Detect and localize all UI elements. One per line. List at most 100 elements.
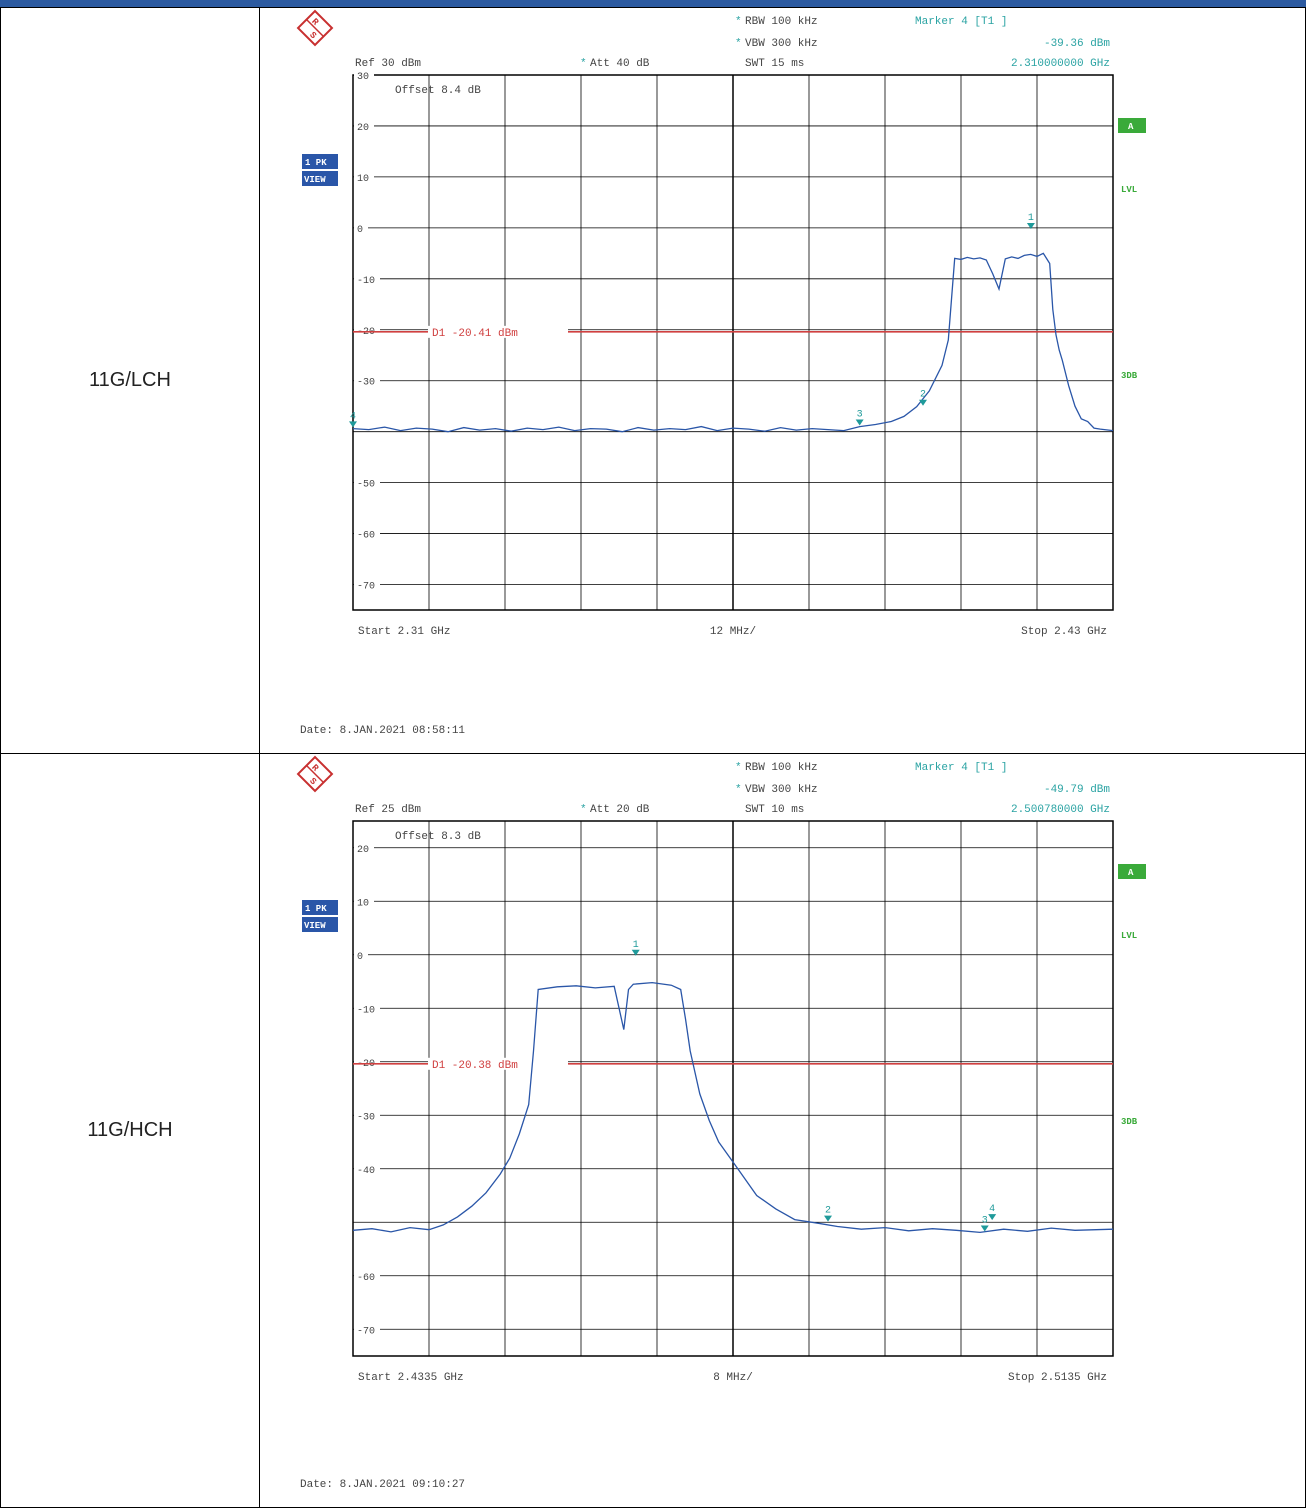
marker-number: 3 — [857, 410, 863, 421]
marker-triangle — [824, 1215, 832, 1222]
marker-triangle — [1026, 222, 1035, 229]
a-badge-text: A — [1128, 868, 1134, 878]
marker-number: 1 — [1028, 213, 1034, 224]
span-per-division-label: 8 MHz/ — [713, 1372, 753, 1384]
marker-number: 3 — [982, 1216, 988, 1227]
rbw-label: RBW 100 kHz — [745, 16, 818, 28]
lvl-label: LVL — [1121, 185, 1137, 195]
lvl-label: LVL — [1121, 931, 1137, 941]
logo-stroke — [305, 764, 325, 784]
vbw-star: * — [735, 38, 742, 50]
marker-number: 2 — [825, 1206, 831, 1217]
y-tick-label: -60 — [357, 531, 375, 542]
attenuation-label: Att 40 dB — [590, 58, 650, 70]
plot-cell-lch: R S * RBW 100 kHz * VBW 300 kHz SWT 15 ms Ref 3… — [259, 7, 1306, 754]
y-tick-label: 20 — [357, 845, 369, 856]
y-tick-label: -70 — [357, 582, 375, 593]
tick-label-bg — [354, 273, 380, 284]
spectrum-trace — [352, 252, 1114, 433]
tick-label-bg — [354, 1110, 380, 1121]
y-tick-label: 20 — [357, 123, 369, 134]
display-line-label-bg — [428, 325, 568, 338]
span-per-division-label: 12 MHz/ — [710, 626, 756, 638]
marker-info-level: -39.36 dBm — [1044, 38, 1110, 50]
spectrum-trace — [352, 981, 1114, 1234]
marker-triangle — [855, 419, 864, 426]
view-text: VIEW — [304, 175, 326, 185]
display-line-label: D1 -20.38 dBm — [432, 1060, 518, 1072]
tick-label-bg — [354, 70, 374, 80]
tick-label-bg — [354, 579, 380, 590]
y-tick-label: -60 — [357, 1273, 375, 1284]
tick-label-bg — [354, 1056, 380, 1067]
y-tick-label: -40 — [357, 1166, 375, 1177]
vbw-label: VBW 300 kHz — [745, 784, 818, 796]
y-tick-label: 10 — [357, 174, 369, 185]
att-star: * — [580, 58, 587, 70]
logo-letter-s: S — [307, 30, 318, 41]
y-tick-label: -30 — [357, 378, 375, 389]
attenuation-label: Att 20 dB — [590, 804, 650, 816]
trace-mode-text: 1 PK — [305, 158, 327, 168]
tick-label-bg — [354, 842, 374, 853]
tick-label-bg — [354, 528, 380, 539]
tick-label-bg — [354, 896, 374, 907]
trace-mode-text: 1 PK — [305, 904, 327, 914]
stop-frequency-label: Stop 2.43 GHz — [1021, 626, 1107, 638]
vbw-label: VBW 300 kHz — [745, 38, 818, 50]
vbw-star: * — [735, 784, 742, 796]
rs-logo-icon: RS — [296, 9, 334, 47]
marker-triangle — [631, 949, 640, 956]
ref-level-label: Ref 30 dBm — [355, 58, 421, 70]
marker-info-level: -49.79 dBm — [1044, 784, 1110, 796]
display-line-label: D1 -20.41 dBm — [432, 328, 518, 340]
tick-label-bg — [354, 324, 380, 335]
table-row: 11G/LCH R S * RBW 100 kHz * VBW 300 kHz SWT 15… — [0, 7, 1306, 754]
y-tick-label: 30 — [357, 72, 369, 83]
marker-number: 2 — [920, 390, 926, 401]
logo-letter-r: R — [309, 763, 320, 774]
y-tick-label: -10 — [357, 276, 375, 287]
att-star: * — [580, 804, 587, 816]
ref-level-label: Ref 25 dBm — [355, 804, 421, 816]
rbw-star: * — [735, 16, 742, 28]
marker-info-freq: 2.500780000 GHz — [1011, 804, 1110, 816]
results-table: 11G/LCH R S * RBW 100 kHz * VBW 300 kHz SWT 15… — [0, 7, 1306, 1508]
marker-info-freq: 2.310000000 GHz — [1011, 58, 1110, 70]
a-badge — [1118, 118, 1146, 133]
marker-triangle — [919, 399, 927, 406]
tick-label-bg — [354, 1324, 380, 1335]
marker-triangle — [349, 421, 357, 428]
marker-number: 1 — [633, 940, 639, 951]
y-tick-label: -70 — [357, 1326, 375, 1337]
y-tick-label: -30 — [357, 1112, 375, 1123]
tick-label-bg — [354, 477, 380, 488]
swt-label: SWT 15 ms — [745, 58, 804, 70]
db-label: 3DB — [1121, 1117, 1138, 1127]
table-row: 11G/HCH R S * RBW 100 kHz * VBW 300 kHz SWT 10… — [0, 753, 1306, 1508]
logo-letter-s: S — [307, 776, 318, 787]
start-frequency-label: Start 2.4335 GHz — [358, 1372, 464, 1384]
row-label-hch: 11G/HCH — [0, 753, 260, 1508]
marker-number: 4 — [350, 411, 356, 422]
tick-label-bg — [354, 120, 374, 131]
tick-label-bg — [354, 222, 368, 233]
trace-mode-badge — [302, 154, 338, 169]
a-badge-text: A — [1128, 122, 1134, 132]
tick-label-bg — [354, 1163, 380, 1174]
y-tick-label: 0 — [357, 225, 363, 236]
start-frequency-label: Start 2.31 GHz — [358, 626, 450, 638]
view-text: VIEW — [304, 921, 326, 931]
offset-label: Offset 8.4 dB — [395, 85, 481, 97]
a-badge — [1118, 864, 1146, 879]
y-tick-label: 10 — [357, 898, 369, 909]
stop-frequency-label: Stop 2.5135 GHz — [1008, 1372, 1107, 1384]
y-tick-label: -10 — [357, 1005, 375, 1016]
date-label: Date: 8.JAN.2021 08:58:11 — [300, 725, 465, 737]
marker-info-label: Marker 4 [T1 ] — [915, 762, 1007, 774]
swt-label: SWT 10 ms — [745, 804, 804, 816]
marker-info-label: Marker 4 [T1 ] — [915, 16, 1007, 28]
rbw-star: * — [735, 762, 742, 774]
